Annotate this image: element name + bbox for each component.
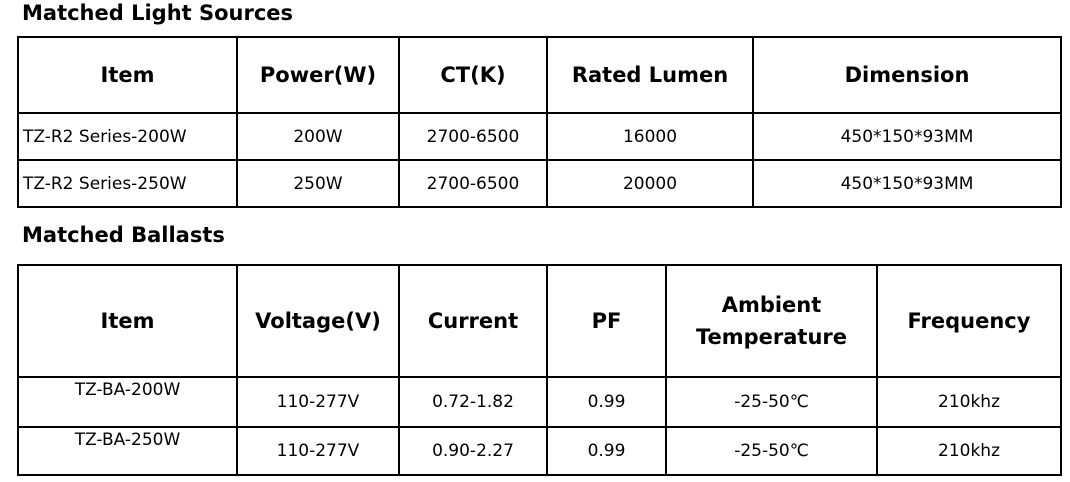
header-cell: Item (17, 264, 238, 378)
section-title: Matched Ballasts (22, 223, 225, 247)
header-cell: Power(W) (236, 36, 400, 114)
cell: 250W (236, 159, 400, 208)
cell: 20000 (546, 159, 754, 208)
cell: 200W (236, 112, 400, 161)
cell: TZ-R2 Series-200W (17, 112, 238, 161)
cell: 2700-6500 (398, 159, 548, 208)
cell: -25-50℃ (665, 426, 878, 476)
cell: -25-50℃ (665, 376, 878, 428)
cell: TZ-BA-200W (17, 376, 238, 428)
cell: 2700-6500 (398, 112, 548, 161)
ballasts-table: Item Voltage(V) Current PF Ambient Temperatu… (17, 264, 1062, 476)
header-row: Item Power(W) CT(K) Rated Lumen Dimension (17, 36, 1062, 114)
cell: 16000 (546, 112, 754, 161)
data-row: TZ-BA-200W 110-277V 0.72-1.82 0.99 -25-50℃ 21… (17, 376, 1062, 428)
section-title: Matched Light Sources (22, 1, 294, 25)
cell: 450*150*93MM (752, 159, 1062, 208)
data-row: TZ-R2 Series-250W 250W 2700-6500 20000 450*1… (17, 159, 1062, 208)
cell: 0.72-1.82 (398, 376, 548, 428)
data-row: TZ-R2 Series-200W 200W 2700-6500 16000 450*1… (17, 112, 1062, 161)
header-cell: Rated Lumen (546, 36, 754, 114)
cell: 0.99 (546, 376, 667, 428)
cell: 450*150*93MM (752, 112, 1062, 161)
cell: 0.99 (546, 426, 667, 476)
header-cell: Current (398, 264, 548, 378)
header-cell: Frequency (876, 264, 1062, 378)
header-cell: Ambient Temperature (665, 264, 878, 378)
cell: 210khz (876, 426, 1062, 476)
cell: TZ-BA-250W (17, 426, 238, 476)
light-sources-table: Item Power(W) CT(K) Rated Lumen Dimension TZ-… (17, 36, 1062, 208)
cell: TZ-R2 Series-250W (17, 159, 238, 208)
header-cell: PF (546, 264, 667, 378)
data-row: TZ-BA-250W 110-277V 0.90-2.27 0.99 -25-50℃ 21… (17, 426, 1062, 476)
header-cell: Dimension (752, 36, 1062, 114)
header-cell: Voltage(V) (236, 264, 400, 378)
cell: 110-277V (236, 376, 400, 428)
header-row: Item Voltage(V) Current PF Ambient Temperatu… (17, 264, 1062, 378)
header-cell: CT(K) (398, 36, 548, 114)
header-cell: Item (17, 36, 238, 114)
cell: 210khz (876, 376, 1062, 428)
cell: 0.90-2.27 (398, 426, 548, 476)
cell: 110-277V (236, 426, 400, 476)
